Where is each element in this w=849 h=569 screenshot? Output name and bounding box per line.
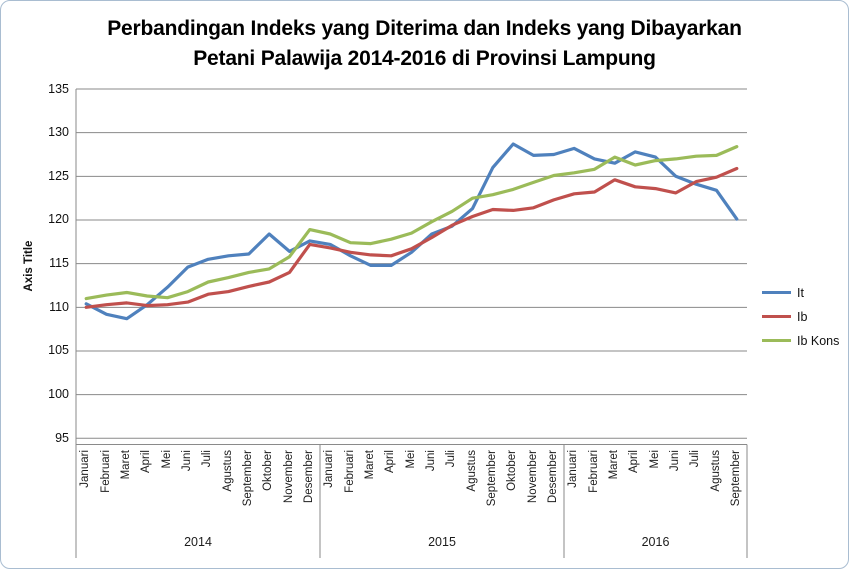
y-tick-label: 115 bbox=[49, 256, 69, 271]
legend-label-it: It bbox=[797, 285, 804, 300]
ibkons-line-swatch bbox=[762, 339, 791, 342]
month-label: Agustus bbox=[709, 450, 722, 492]
month-label: Oktober bbox=[262, 450, 275, 491]
month-label: Februari bbox=[343, 450, 356, 493]
month-label: Juli bbox=[689, 450, 702, 468]
year-label: 2014 bbox=[184, 535, 212, 549]
month-label: April bbox=[628, 450, 641, 474]
month-label: Mei bbox=[404, 450, 417, 469]
series-line-ib-kons bbox=[84, 145, 739, 301]
legend-item-ib: Ib bbox=[762, 309, 839, 324]
y-tick-label: 105 bbox=[48, 343, 69, 358]
month-label: Januari bbox=[79, 450, 92, 488]
y-tick-label: 120 bbox=[48, 212, 69, 227]
month-label: Juni bbox=[668, 450, 681, 472]
legend: It Ib Ib Kons bbox=[762, 285, 839, 348]
month-label: Juni bbox=[424, 450, 437, 472]
y-tick-label: 95 bbox=[55, 430, 69, 445]
y-tick-label: 130 bbox=[48, 125, 69, 140]
month-label: Juni bbox=[180, 450, 193, 472]
month-label: Agustus bbox=[221, 450, 234, 492]
month-label: Mei bbox=[160, 450, 173, 469]
series-line-ib bbox=[84, 166, 739, 309]
legend-item-ibkons: Ib Kons bbox=[762, 333, 839, 348]
ib-line-swatch bbox=[762, 315, 791, 318]
month-label: Juli bbox=[445, 450, 458, 468]
month-label: Januari bbox=[567, 450, 580, 488]
month-label: April bbox=[384, 450, 397, 474]
year-label: 2016 bbox=[641, 535, 670, 549]
y-tick-label: 100 bbox=[48, 387, 69, 402]
y-tick-label: 135 bbox=[48, 81, 69, 96]
month-label: September bbox=[485, 450, 498, 507]
month-label: November bbox=[282, 450, 295, 504]
month-label: Januari bbox=[323, 450, 336, 488]
month-label: Februari bbox=[587, 450, 600, 493]
chart-title-line2: Petani Palawija 2014-2016 di Provinsi La… bbox=[193, 47, 656, 70]
month-label: Juli bbox=[201, 450, 214, 468]
chart-title-line1: Perbandingan Indeks yang Diterima dan In… bbox=[107, 17, 742, 40]
month-label: Mei bbox=[648, 450, 661, 469]
y-tick-label: 125 bbox=[48, 168, 69, 183]
legend-label-ibkons: Ib Kons bbox=[797, 333, 840, 348]
month-label: September bbox=[729, 450, 742, 507]
month-label: Agustus bbox=[465, 450, 478, 492]
month-label: Maret bbox=[363, 450, 376, 480]
month-label: Desember bbox=[302, 450, 315, 504]
year-label: 2015 bbox=[428, 535, 456, 549]
y-tick-label: 110 bbox=[49, 299, 69, 314]
month-label: November bbox=[526, 450, 539, 504]
chart-title: Perbandingan Indeks yang Diterima dan In… bbox=[1, 14, 848, 74]
month-label: Desember bbox=[546, 450, 559, 504]
legend-item-it: It bbox=[762, 285, 839, 300]
month-label: Maret bbox=[119, 450, 132, 480]
month-label: Februari bbox=[99, 450, 112, 493]
legend-label-ib: Ib bbox=[797, 309, 808, 324]
month-label: April bbox=[140, 450, 153, 474]
month-label: Maret bbox=[607, 450, 620, 480]
series-line-it bbox=[84, 142, 739, 321]
month-label: September bbox=[241, 450, 254, 507]
month-label: Oktober bbox=[506, 450, 519, 491]
it-line-swatch bbox=[762, 291, 791, 294]
